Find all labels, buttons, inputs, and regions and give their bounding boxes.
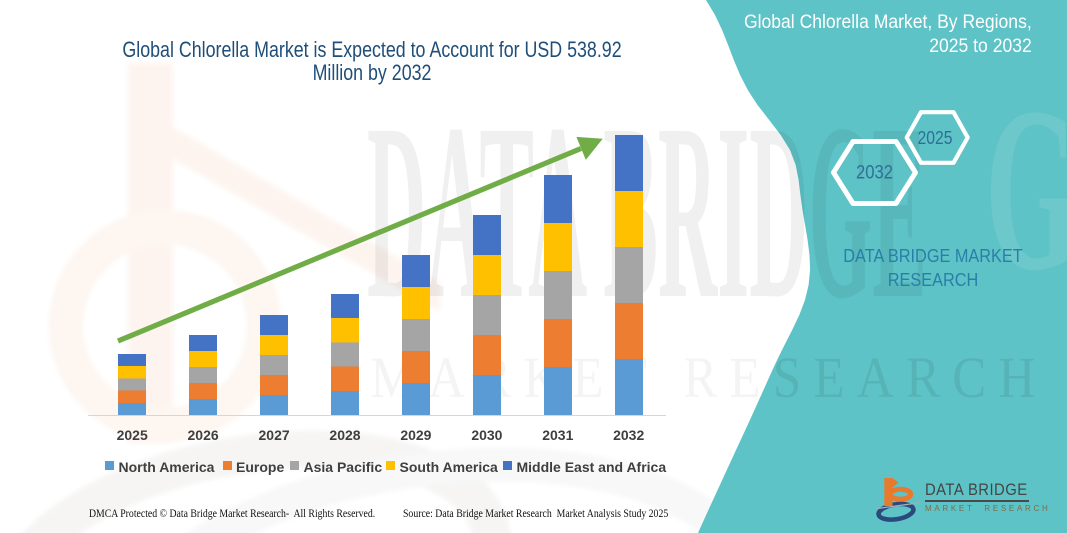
- svg-text:GE: GE: [985, 59, 1067, 319]
- svg-text:2032: 2032: [856, 163, 893, 184]
- svg-text:2025: 2025: [918, 128, 953, 148]
